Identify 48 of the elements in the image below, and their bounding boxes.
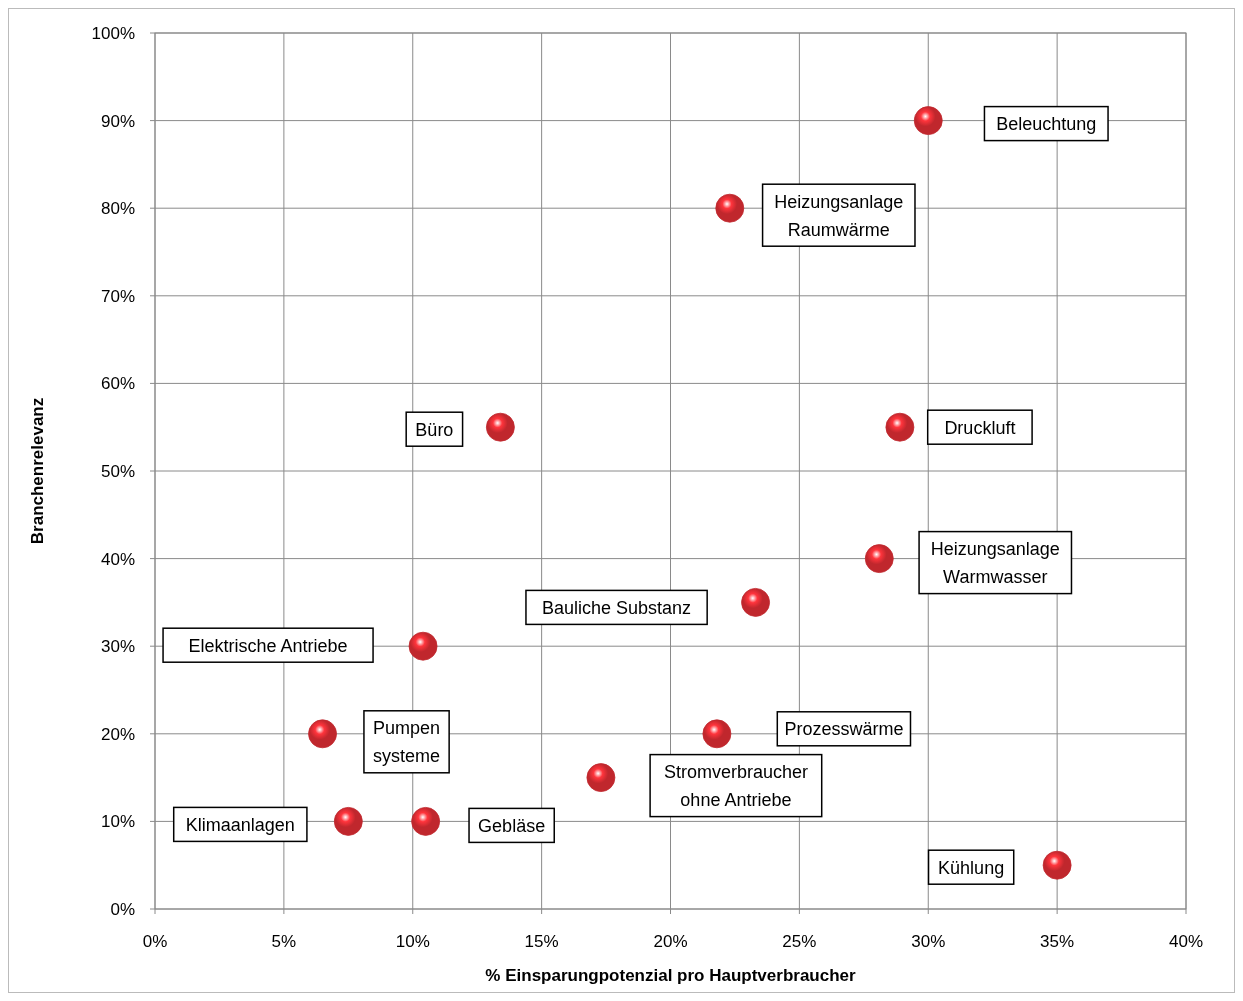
x-tick-label: 5% [271,932,297,951]
x-tick-label: 20% [653,932,688,951]
x-tick-label: 40% [1168,932,1204,951]
y-tick-label: 10% [100,812,135,832]
point [702,719,732,749]
point [864,544,894,573]
x-tick-label: 35% [1040,932,1075,951]
annotation: Gebläse [478,815,546,836]
point [885,412,915,442]
y-tick-label: 0% [110,899,135,919]
point [485,412,515,442]
point [308,719,337,749]
y-tick-label: 80% [100,199,135,219]
y-tick-label: 20% [100,724,135,744]
point [715,193,745,223]
x-tick-label: 25% [782,932,817,951]
y-tick-label: 90% [100,111,135,131]
annotation: Druckluft [944,417,1016,438]
point [411,807,441,836]
y-tick-label: 50% [100,461,135,481]
y-tick-label: 30% [100,637,135,657]
x-tick-label: 30% [911,932,946,951]
annotation: Beleuchtung [996,113,1097,134]
y-axis-title: Branchenrelevanz [28,397,47,545]
y-tick-label: 70% [100,286,135,306]
annotation: Klimaanlagen [185,814,295,835]
annotation: Stromverbraucher ohne Antriebe [663,761,808,810]
y-tick-label: 40% [100,549,135,569]
y-tick-label: 100% [91,23,135,43]
annotation: Büro [415,419,454,440]
annotation: Elektrische Antriebe [188,635,348,656]
x-axis-title: % Einsparungpotenzial pro Hauptverbraucher [485,966,857,985]
point [333,807,363,836]
point [741,588,770,617]
annotation: Heizungsanlage Warmwasser [930,538,1060,587]
annotation: Kühlung [938,857,1005,878]
point [913,106,943,135]
point [586,763,616,792]
point [408,631,438,661]
annotation: Heizungsanlage Raumwärme [774,191,904,240]
x-tick-label: 15% [524,932,559,951]
annotation: Prozesswärme [784,719,904,740]
annotation: Bauliche Substanz [542,597,692,618]
annotation: Pumpen systeme [373,718,441,767]
point [1042,850,1072,880]
x-tick-label: 10% [395,932,430,951]
y-tick-label: 60% [100,374,135,394]
x-tick-label: 0% [142,932,168,951]
